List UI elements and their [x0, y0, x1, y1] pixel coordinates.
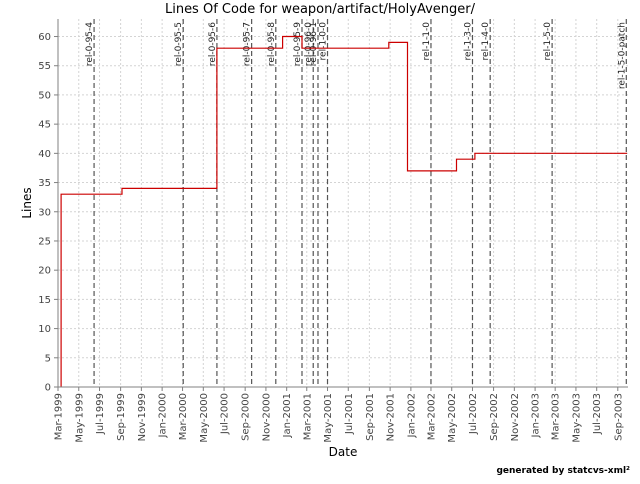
x-tick-label: Mar-1999	[54, 393, 65, 440]
x-tick-label: Nov-2002	[510, 393, 521, 441]
x-tick-label: Mar-2001	[302, 393, 313, 440]
y-tick-label: 5	[45, 353, 51, 364]
y-tick-label: 45	[38, 120, 51, 131]
x-tick-label: Nov-2000	[261, 393, 272, 441]
y-tick-label: 50	[38, 90, 51, 101]
x-tick-label: Mar-2000	[178, 393, 189, 440]
x-tick-label: Jan-2003	[531, 393, 542, 438]
x-tick-label: Sep-2001	[365, 393, 376, 441]
x-tick-label: May-2001	[323, 393, 334, 443]
x-tick-label: Jul-2003	[592, 393, 603, 435]
y-tick-label: 20	[38, 266, 51, 277]
y-tick-label: 55	[38, 61, 51, 72]
chart-title: Lines Of Code for weapon/artifact/HolyAv…	[164, 2, 476, 17]
release-marker-label: rel-0-95-5	[174, 22, 184, 66]
release-marker-label: rel-0-96-1	[309, 22, 319, 66]
x-tick-label: May-1999	[74, 393, 85, 443]
x-tick-label: Jul-2000	[220, 393, 231, 435]
release-marker-label: rel-0-95-8	[267, 22, 277, 66]
x-tick-label: Sep-2000	[241, 393, 252, 441]
x-tick-label: Mar-2002	[426, 393, 437, 440]
release-marker-label: rel-0-95-4	[85, 22, 95, 66]
release-marker-label: rel-1-0-0	[319, 22, 329, 61]
plot-area	[58, 19, 628, 387]
release-marker-label: rel-0-96-0	[304, 22, 314, 66]
release-marker-label: rel-1-5-0	[543, 22, 553, 61]
y-tick-label: 0	[45, 383, 51, 394]
y-tick-label: 40	[38, 149, 51, 160]
y-axis-title: Lines	[20, 187, 34, 218]
footer-credit: generated by statcvs-xml²	[496, 466, 630, 476]
series-line	[60, 35, 627, 387]
x-tick-label: Sep-2003	[613, 393, 624, 441]
x-tick-label: Jan-2002	[406, 393, 417, 438]
x-tick-label: Mar-2003	[551, 393, 562, 440]
x-tick-label: Jul-2002	[468, 393, 479, 435]
y-tick-label: 15	[38, 295, 51, 306]
release-marker-label: rel-0-95-6	[208, 22, 218, 66]
x-tick-label: May-2003	[571, 393, 582, 443]
y-tick-label: 30	[38, 207, 51, 218]
x-tick-label: Jul-2001	[344, 393, 355, 435]
release-marker-label: rel-1-3-0	[463, 22, 473, 61]
x-tick-label: Nov-1999	[137, 393, 148, 441]
release-marker-label: rel-1-1-0	[422, 22, 432, 61]
x-tick-label: Jul-1999	[95, 393, 106, 435]
x-tick-label: May-2002	[447, 393, 458, 443]
x-tick-label: Nov-2001	[386, 393, 397, 441]
release-marker-label: rel-1-4-0	[481, 22, 491, 61]
release-marker-label: rel-0-95-9	[293, 22, 303, 66]
x-axis-title: Date	[329, 445, 358, 459]
x-tick-label: Sep-1999	[116, 393, 127, 441]
y-tick-label: 35	[38, 178, 51, 189]
y-tick-label: 60	[38, 32, 51, 43]
x-tick-label: Jan-2001	[282, 393, 293, 438]
release-marker-label: rel-0-95-7	[243, 22, 253, 66]
x-tick-label: Sep-2002	[489, 393, 500, 441]
release-marker-label: rel-1-5-0-patch	[617, 22, 627, 89]
x-tick-label: Jan-2000	[158, 393, 169, 438]
y-tick-label: 10	[38, 324, 51, 335]
x-tick-label: May-2000	[199, 393, 210, 443]
y-tick-label: 25	[38, 236, 51, 247]
